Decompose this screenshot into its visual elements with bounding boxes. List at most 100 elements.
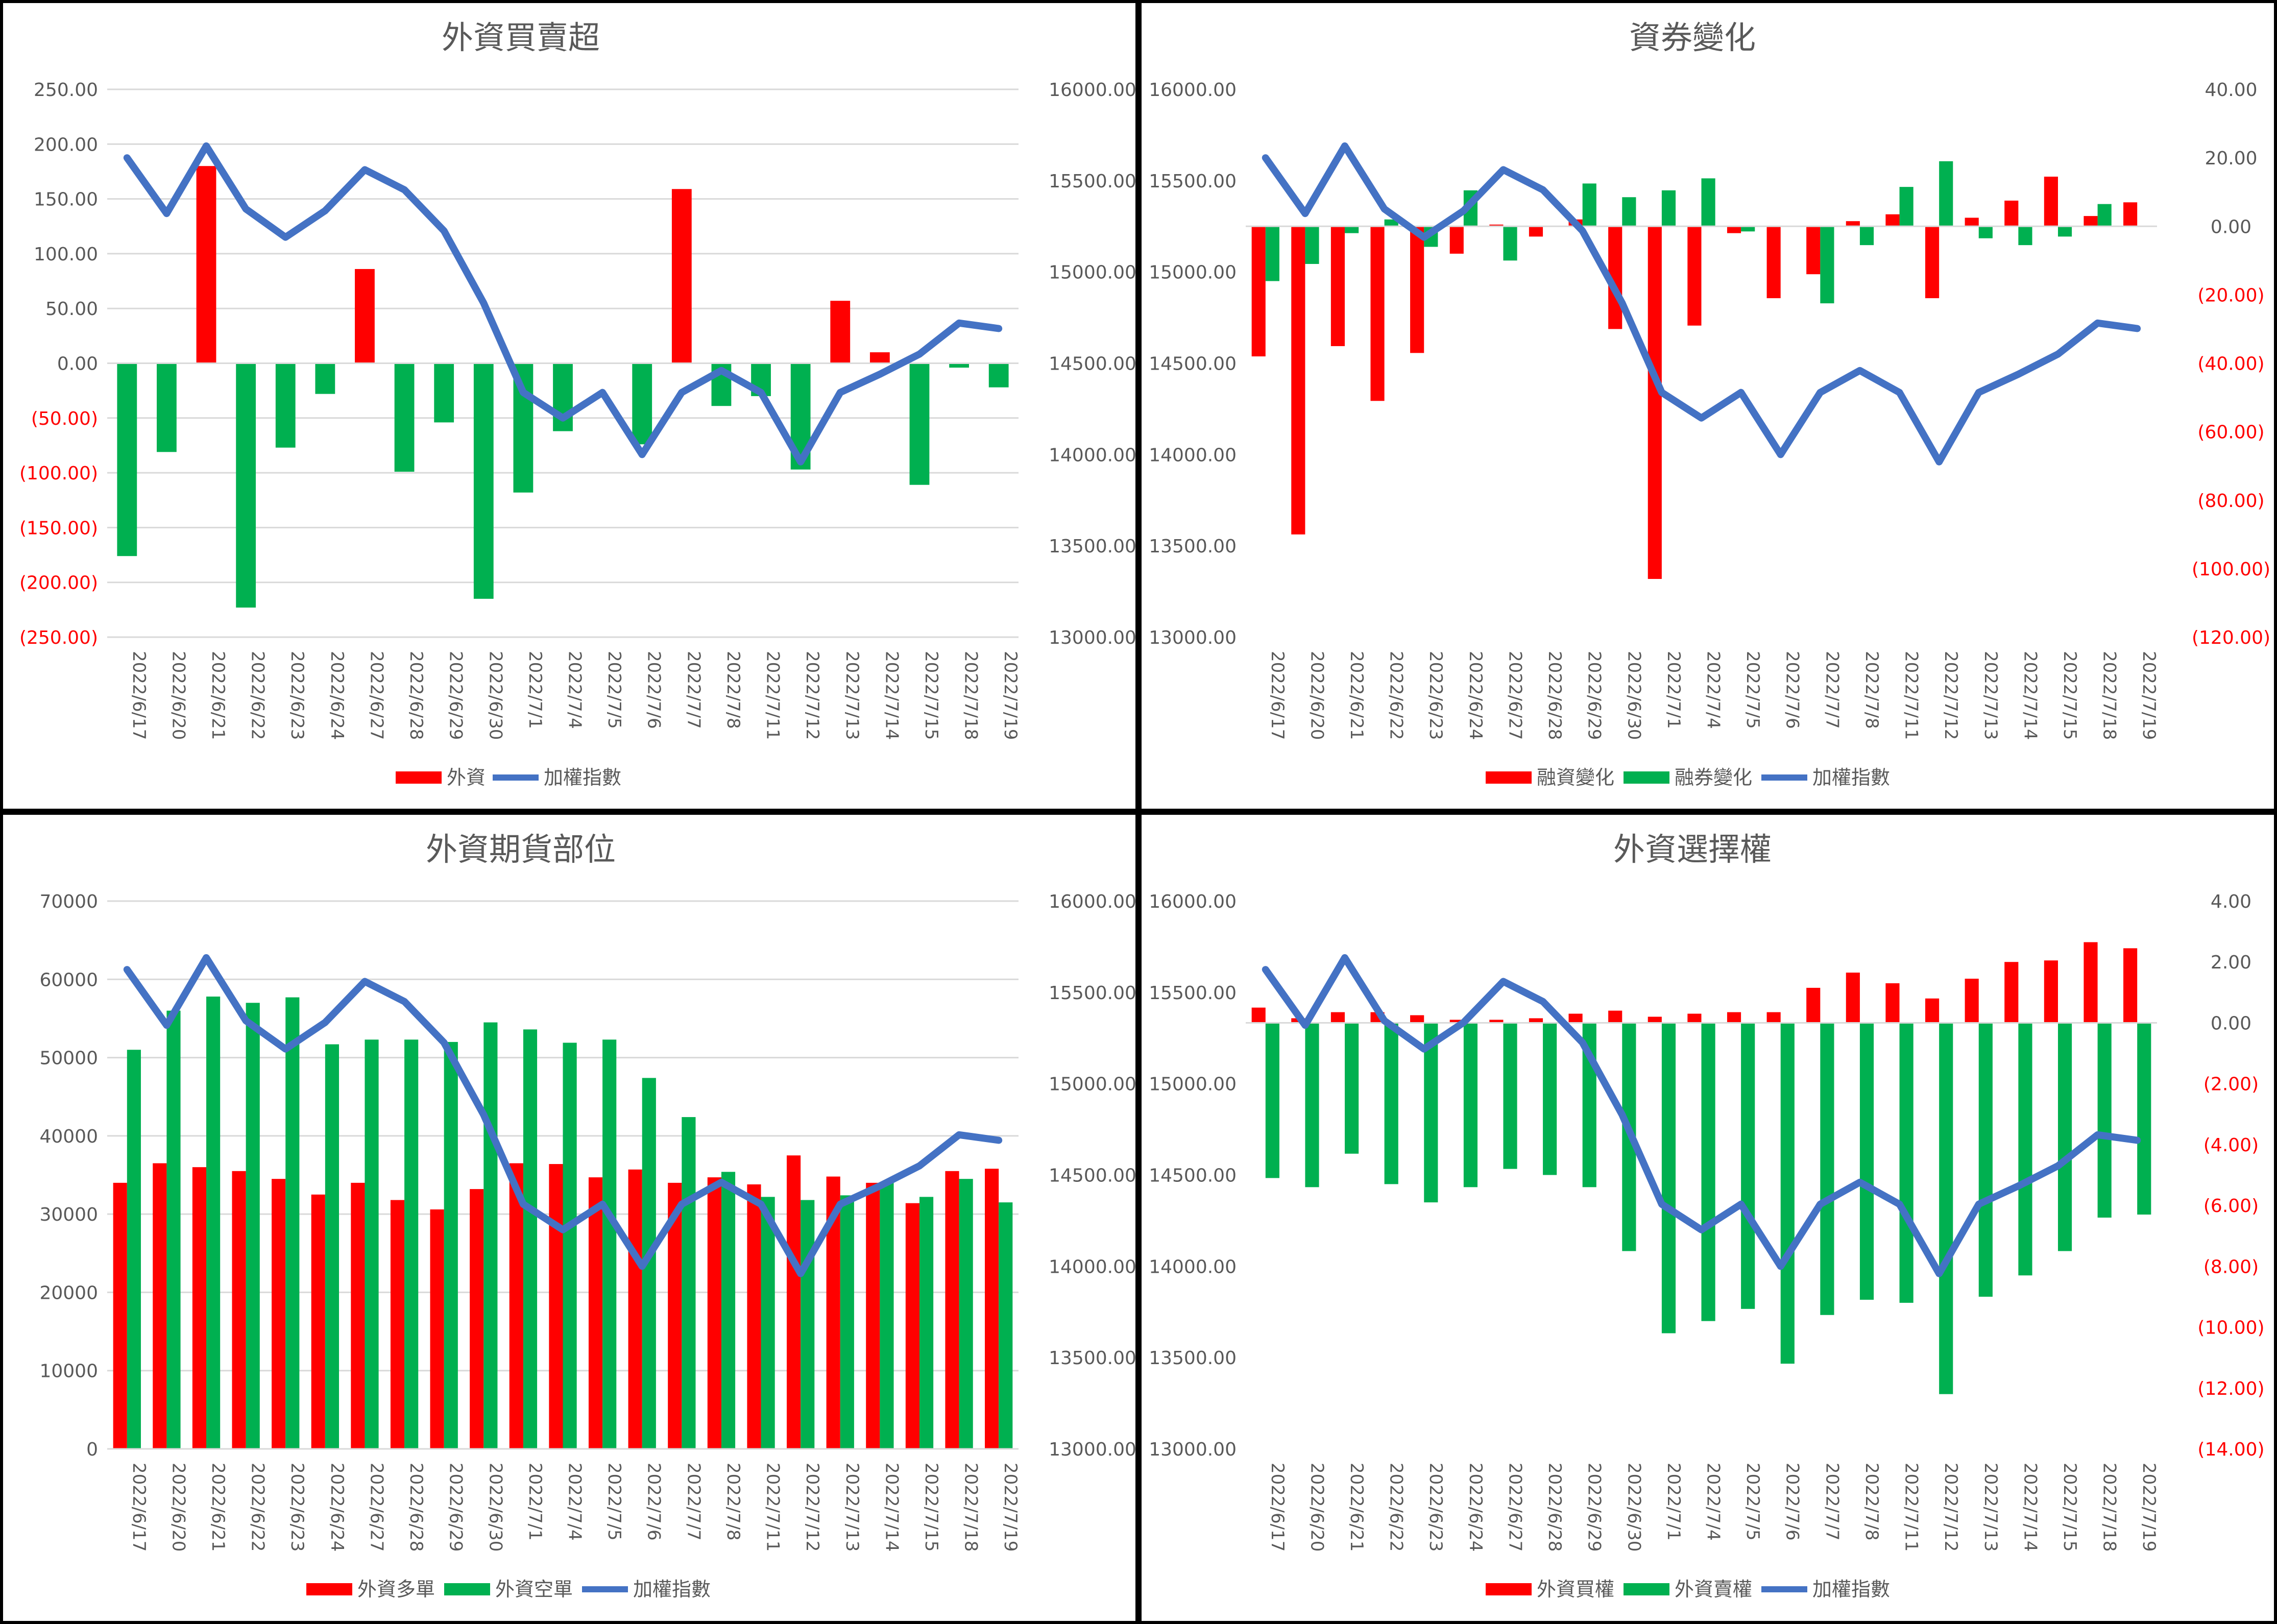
bar	[880, 1182, 894, 1449]
category-label: 2022/7/13	[842, 1463, 862, 1552]
legend-swatch	[444, 1583, 490, 1595]
bar	[786, 1155, 801, 1449]
bar	[351, 1182, 365, 1449]
bar	[192, 1167, 207, 1449]
category-label: 2022/6/22	[248, 651, 268, 740]
left-axis-tick-label: (200.00)	[19, 573, 98, 594]
bar	[1424, 1023, 1438, 1203]
bar	[1846, 973, 1860, 1023]
bar	[1345, 226, 1359, 233]
bar	[157, 363, 177, 452]
bar	[602, 1039, 617, 1449]
category-label: 2022/7/12	[1941, 651, 1961, 740]
bar	[2004, 200, 2019, 227]
chart-panel-3: 外資期貨部位 0 10000 20000 30000 40000 50000 60000 700…	[0, 812, 1138, 1624]
category-label: 2022/6/28	[406, 651, 426, 740]
bar	[2097, 1023, 2112, 1218]
bar	[113, 1182, 127, 1449]
category-label: 2022/7/8	[723, 651, 743, 729]
category-label: 2022/7/15	[2060, 1463, 2080, 1552]
bar	[999, 1202, 1013, 1449]
bar	[285, 997, 300, 1449]
right-axis-tick-label: 2.00	[2211, 952, 2251, 973]
bar	[470, 1189, 484, 1449]
bar	[246, 1003, 260, 1449]
chart-panel-2: 資券變化 13000.00 13500.00 14000.00 14500.00 1500…	[1138, 0, 2277, 812]
left-axis-tick-label: 50.00	[45, 299, 98, 320]
category-label: 2022/7/14	[2020, 651, 2040, 740]
bar	[1251, 226, 1266, 357]
bar	[1687, 226, 1702, 326]
left-axis-tick-label: 20000	[39, 1282, 98, 1303]
bar	[1305, 1023, 1319, 1187]
category-label: 2022/6/28	[406, 1463, 426, 1552]
bar	[949, 363, 969, 368]
right-axis-tick-label: 40.00	[2205, 80, 2257, 101]
category-label: 2022/6/24	[1465, 1463, 1486, 1552]
right-axis-tick-label: (4.00)	[2203, 1135, 2259, 1156]
right-axis-tick-label: 16000.00	[1049, 80, 1136, 101]
bar	[2137, 1023, 2151, 1215]
right-axis-tick-label: 20.00	[2205, 148, 2257, 169]
bar	[830, 301, 851, 363]
category-label: 2022/7/18	[2099, 651, 2120, 740]
category-label: 2022/7/1	[1663, 1463, 1684, 1541]
category-label: 2022/7/14	[881, 651, 902, 740]
left-axis-tick-label: 13500.00	[1149, 536, 1237, 557]
left-axis-tick-label: 60000	[39, 969, 98, 990]
category-label: 2022/7/7	[683, 651, 704, 729]
bar	[509, 1163, 523, 1449]
legend-label: 加權指數	[544, 766, 621, 789]
right-axis-tick-label: (10.00)	[2197, 1318, 2264, 1339]
category-label: 2022/6/27	[1505, 651, 1525, 740]
bar	[1925, 226, 1940, 299]
bar	[588, 1177, 603, 1449]
category-label: 2022/6/28	[1544, 651, 1565, 740]
bar	[2044, 960, 2058, 1023]
category-label: 2022/6/17	[1267, 1463, 1288, 1552]
bar	[166, 1010, 181, 1449]
left-axis-tick-label: (100.00)	[19, 463, 98, 484]
bar	[2084, 942, 2098, 1023]
left-axis-tick-label: 0	[86, 1439, 98, 1460]
bar	[1330, 1012, 1345, 1023]
left-axis-tick-label: 40000	[39, 1126, 98, 1147]
legend-label: 融資變化	[1537, 766, 1614, 789]
bar	[2123, 202, 2138, 227]
category-label: 2022/7/8	[723, 1463, 743, 1541]
category-label: 2022/7/19	[2139, 1463, 2159, 1552]
bar	[1503, 1023, 1517, 1169]
category-label: 2022/6/29	[446, 1463, 466, 1552]
category-label: 2022/6/20	[1306, 1463, 1327, 1552]
left-axis-tick-label: (250.00)	[19, 627, 98, 648]
bar	[988, 363, 1009, 387]
category-label: 2022/7/8	[1861, 1463, 1882, 1541]
category-label: 2022/6/21	[1346, 1463, 1367, 1552]
bar	[1661, 1023, 1676, 1334]
category-label: 2022/7/4	[565, 1463, 585, 1541]
category-label: 2022/7/13	[1980, 1463, 2001, 1552]
bar	[1529, 226, 1543, 237]
bar	[2084, 216, 2098, 227]
bar	[671, 189, 692, 363]
category-label: 2022/7/6	[644, 651, 664, 729]
bar	[153, 1163, 167, 1449]
bar	[1384, 219, 1398, 227]
right-axis-tick-label: (6.00)	[2203, 1196, 2259, 1217]
bar	[1965, 217, 1979, 227]
right-axis-tick-label: 14500.00	[1049, 354, 1136, 375]
bar	[2018, 1023, 2032, 1276]
panel-border	[1138, 812, 2277, 1624]
bar	[2057, 1023, 2072, 1251]
left-axis-tick-label: 100.00	[34, 244, 98, 265]
category-label: 2022/6/30	[1624, 651, 1644, 740]
category-label: 2022/7/4	[1703, 1463, 1724, 1541]
category-label: 2022/7/1	[525, 1463, 545, 1541]
bar	[1503, 226, 1517, 261]
category-label: 2022/7/19	[1000, 651, 1021, 740]
category-label: 2022/7/6	[1782, 651, 1803, 729]
bar	[2123, 948, 2138, 1023]
category-label: 2022/7/4	[565, 651, 585, 729]
bar	[1806, 987, 1821, 1023]
